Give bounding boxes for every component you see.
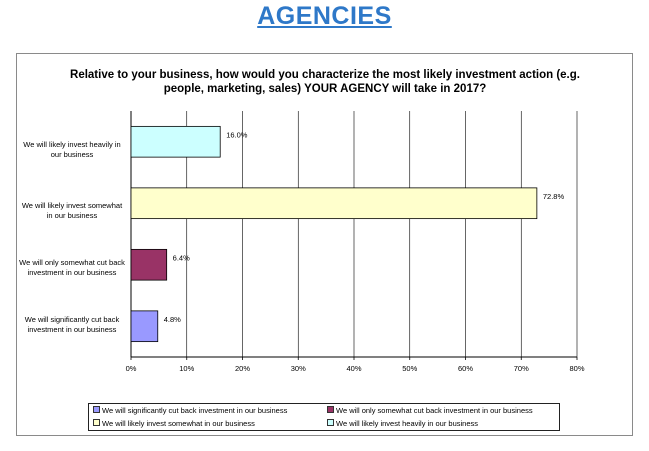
legend-item-invest-somewhat: We will likely invest somewhat in our bu… <box>93 419 255 429</box>
category-label-invest-heavily: We will likely invest heavily in our bus… <box>23 140 121 159</box>
legend-label: We will likely invest somewhat in our bu… <box>102 419 255 428</box>
legend-item-significantly-cut-back: We will significantly cut back investmen… <box>93 406 287 416</box>
legend-item-invest-heavily: We will likely invest heavily in our bus… <box>327 419 478 429</box>
chart-legend: We will significantly cut back investmen… <box>88 403 560 431</box>
legend-label: We will significantly cut back investmen… <box>102 406 288 415</box>
x-tick-label: 80% <box>569 364 584 373</box>
legend-swatch <box>327 419 334 426</box>
legend-swatch <box>93 406 100 413</box>
category-label-significantly-cut-back: We will significantly cut back investmen… <box>24 315 120 334</box>
legend-swatch <box>93 419 100 426</box>
bar-value-label: 6.4% <box>173 253 190 262</box>
x-tick-label: 30% <box>291 364 306 373</box>
bar-value-label: 16.0% <box>226 130 248 139</box>
x-tick-label: 0% <box>126 364 137 373</box>
legend-label: We will only somewhat cut back investmen… <box>336 406 533 415</box>
category-label-somewhat-cut-back: We will only somewhat cut back investmen… <box>19 258 125 277</box>
bar <box>130 187 538 220</box>
legend-label: We will likely invest heavily in our bus… <box>336 419 479 428</box>
x-tick-label: 20% <box>235 364 250 373</box>
legend-swatch <box>327 406 334 413</box>
x-tick-label: 70% <box>514 364 529 373</box>
chart-title: Relative to your business, how would you… <box>70 69 580 95</box>
x-tick-label: 50% <box>402 364 417 373</box>
chart-frame <box>16 53 633 436</box>
category-label-invest-somewhat: We will likely invest somewhat in our bu… <box>21 201 123 220</box>
legend-item-somewhat-cut-back: We will only somewhat cut back investmen… <box>327 406 533 416</box>
bar-value-label: 72.8% <box>543 192 565 201</box>
x-tick-label: 60% <box>458 364 473 373</box>
bar <box>130 125 221 158</box>
bar <box>130 248 168 281</box>
page-heading: AGENCIES <box>257 2 392 30</box>
bar <box>130 310 159 343</box>
x-tick-label: 10% <box>179 364 194 373</box>
bar-value-label: 4.8% <box>164 315 181 324</box>
x-tick-label: 40% <box>346 364 361 373</box>
